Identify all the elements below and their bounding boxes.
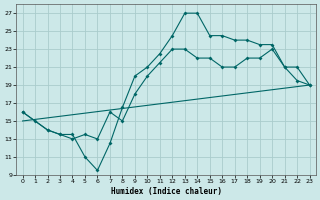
X-axis label: Humidex (Indice chaleur): Humidex (Indice chaleur) [111, 187, 221, 196]
